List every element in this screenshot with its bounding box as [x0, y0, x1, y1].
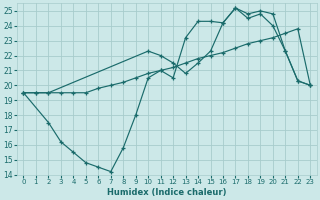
X-axis label: Humidex (Indice chaleur): Humidex (Indice chaleur) — [107, 188, 227, 197]
